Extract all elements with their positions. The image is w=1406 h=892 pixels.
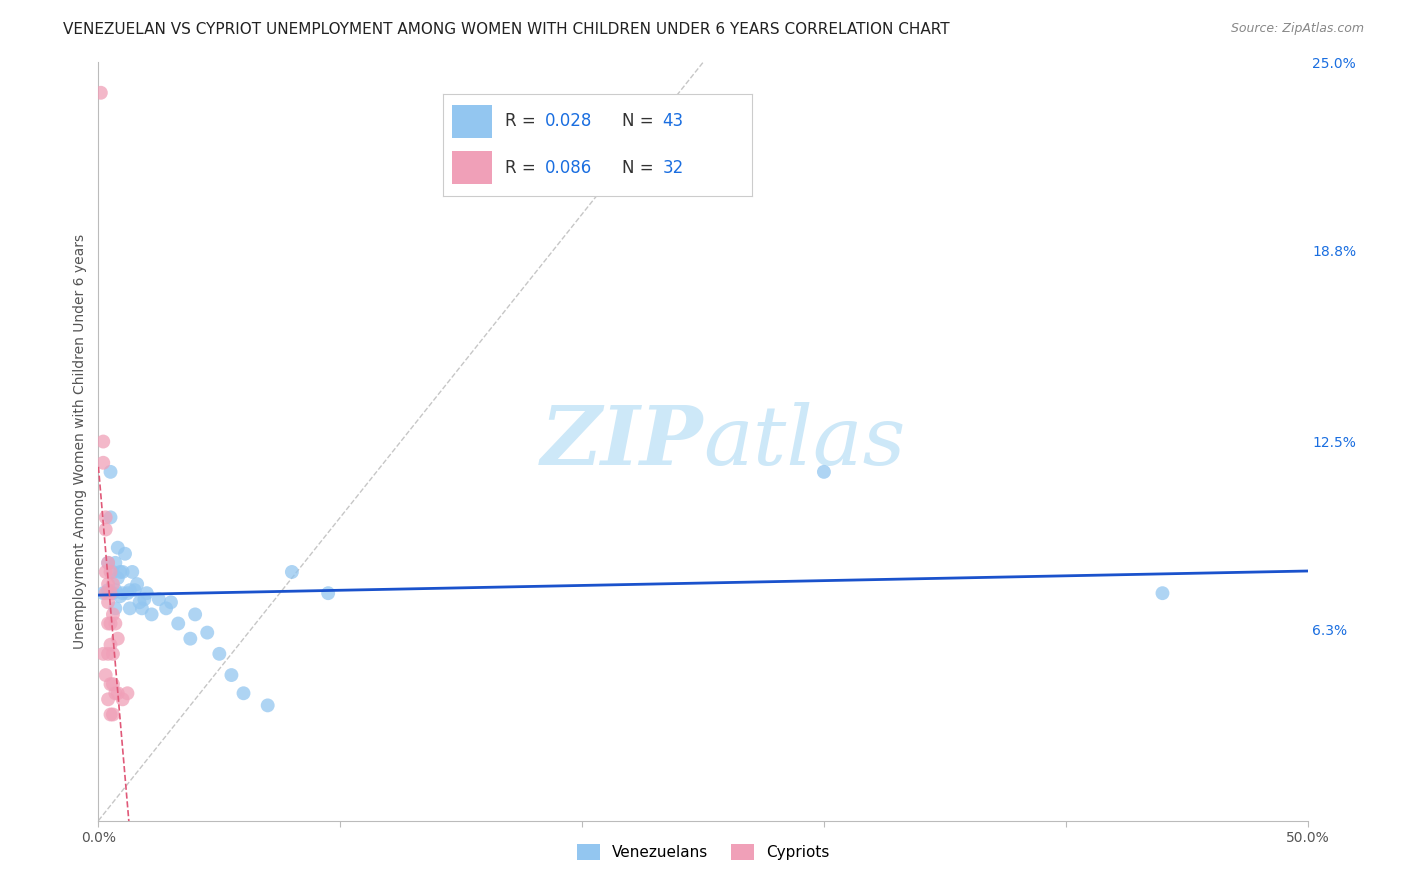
Point [111, 565, 134, 579]
Point [141, 607, 163, 622]
Point [131, 601, 153, 615]
Text: 32: 32 [662, 159, 683, 177]
Point [94, 668, 117, 682]
Point [104, 583, 127, 598]
Point [127, 577, 149, 591]
Point [97, 595, 120, 609]
Point [104, 616, 127, 631]
Point [167, 616, 190, 631]
Point [101, 607, 124, 622]
Point [128, 595, 150, 609]
Point [121, 565, 143, 579]
Point [195, 625, 218, 640]
Point [101, 707, 124, 722]
Text: N =: N = [623, 159, 659, 177]
Point [232, 686, 254, 700]
Point [184, 607, 207, 622]
Point [135, 586, 157, 600]
Point [100, 677, 122, 691]
Point [91, 434, 114, 449]
Point [281, 565, 304, 579]
Point [118, 601, 141, 615]
Point [97, 556, 120, 570]
Point [97, 577, 120, 591]
Point [97, 583, 120, 598]
Point [114, 547, 136, 561]
Point [104, 556, 127, 570]
Text: atlas: atlas [703, 401, 905, 482]
Point [108, 565, 131, 579]
Point [813, 465, 835, 479]
Point [107, 541, 129, 555]
FancyBboxPatch shape [453, 105, 492, 137]
Point [100, 616, 122, 631]
Text: R =: R = [505, 159, 541, 177]
Text: VENEZUELAN VS CYPRIOT UNEMPLOYMENT AMONG WOMEN WITH CHILDREN UNDER 6 YEARS CORRE: VENEZUELAN VS CYPRIOT UNEMPLOYMENT AMONG… [63, 22, 950, 37]
Legend: Venezuelans, Cypriots: Venezuelans, Cypriots [571, 838, 835, 866]
Point [1152, 586, 1174, 600]
Text: 0.028: 0.028 [546, 112, 592, 130]
Text: ZIP: ZIP [540, 401, 703, 482]
Point [107, 571, 129, 585]
Point [160, 595, 183, 609]
Point [117, 586, 139, 600]
Point [101, 677, 124, 691]
Point [256, 698, 278, 713]
Point [179, 632, 201, 646]
Point [104, 601, 127, 615]
Point [91, 647, 114, 661]
Point [97, 556, 120, 570]
Point [94, 523, 117, 537]
Point [101, 565, 124, 579]
Point [90, 86, 112, 100]
Point [108, 589, 131, 603]
Text: Source: ZipAtlas.com: Source: ZipAtlas.com [1230, 22, 1364, 36]
Point [111, 692, 134, 706]
Point [148, 592, 170, 607]
Point [107, 686, 129, 700]
Point [97, 647, 120, 661]
Point [101, 647, 124, 661]
Point [316, 586, 339, 600]
FancyBboxPatch shape [453, 151, 492, 184]
Text: 0.086: 0.086 [546, 159, 592, 177]
Point [100, 565, 122, 579]
Point [97, 616, 120, 631]
Text: R =: R = [505, 112, 541, 130]
Point [101, 577, 124, 591]
Y-axis label: Unemployment Among Women with Children Under 6 years: Unemployment Among Women with Children U… [73, 234, 87, 649]
Point [100, 510, 122, 524]
Point [94, 586, 117, 600]
Point [97, 692, 120, 706]
Point [100, 638, 122, 652]
Point [94, 565, 117, 579]
Point [100, 707, 122, 722]
Point [111, 586, 134, 600]
Point [107, 632, 129, 646]
Point [100, 465, 122, 479]
Point [94, 510, 117, 524]
Point [118, 583, 141, 598]
Text: N =: N = [623, 112, 659, 130]
Point [91, 586, 114, 600]
Point [117, 686, 139, 700]
Point [100, 586, 122, 600]
Point [91, 456, 114, 470]
Text: 43: 43 [662, 112, 683, 130]
Point [134, 592, 156, 607]
Point [124, 583, 146, 598]
Point [208, 647, 231, 661]
Point [104, 686, 127, 700]
Point [101, 586, 124, 600]
Point [155, 601, 177, 615]
Point [221, 668, 243, 682]
